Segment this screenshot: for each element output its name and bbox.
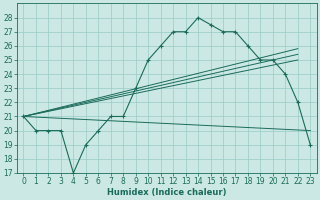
X-axis label: Humidex (Indice chaleur): Humidex (Indice chaleur) <box>107 188 227 197</box>
